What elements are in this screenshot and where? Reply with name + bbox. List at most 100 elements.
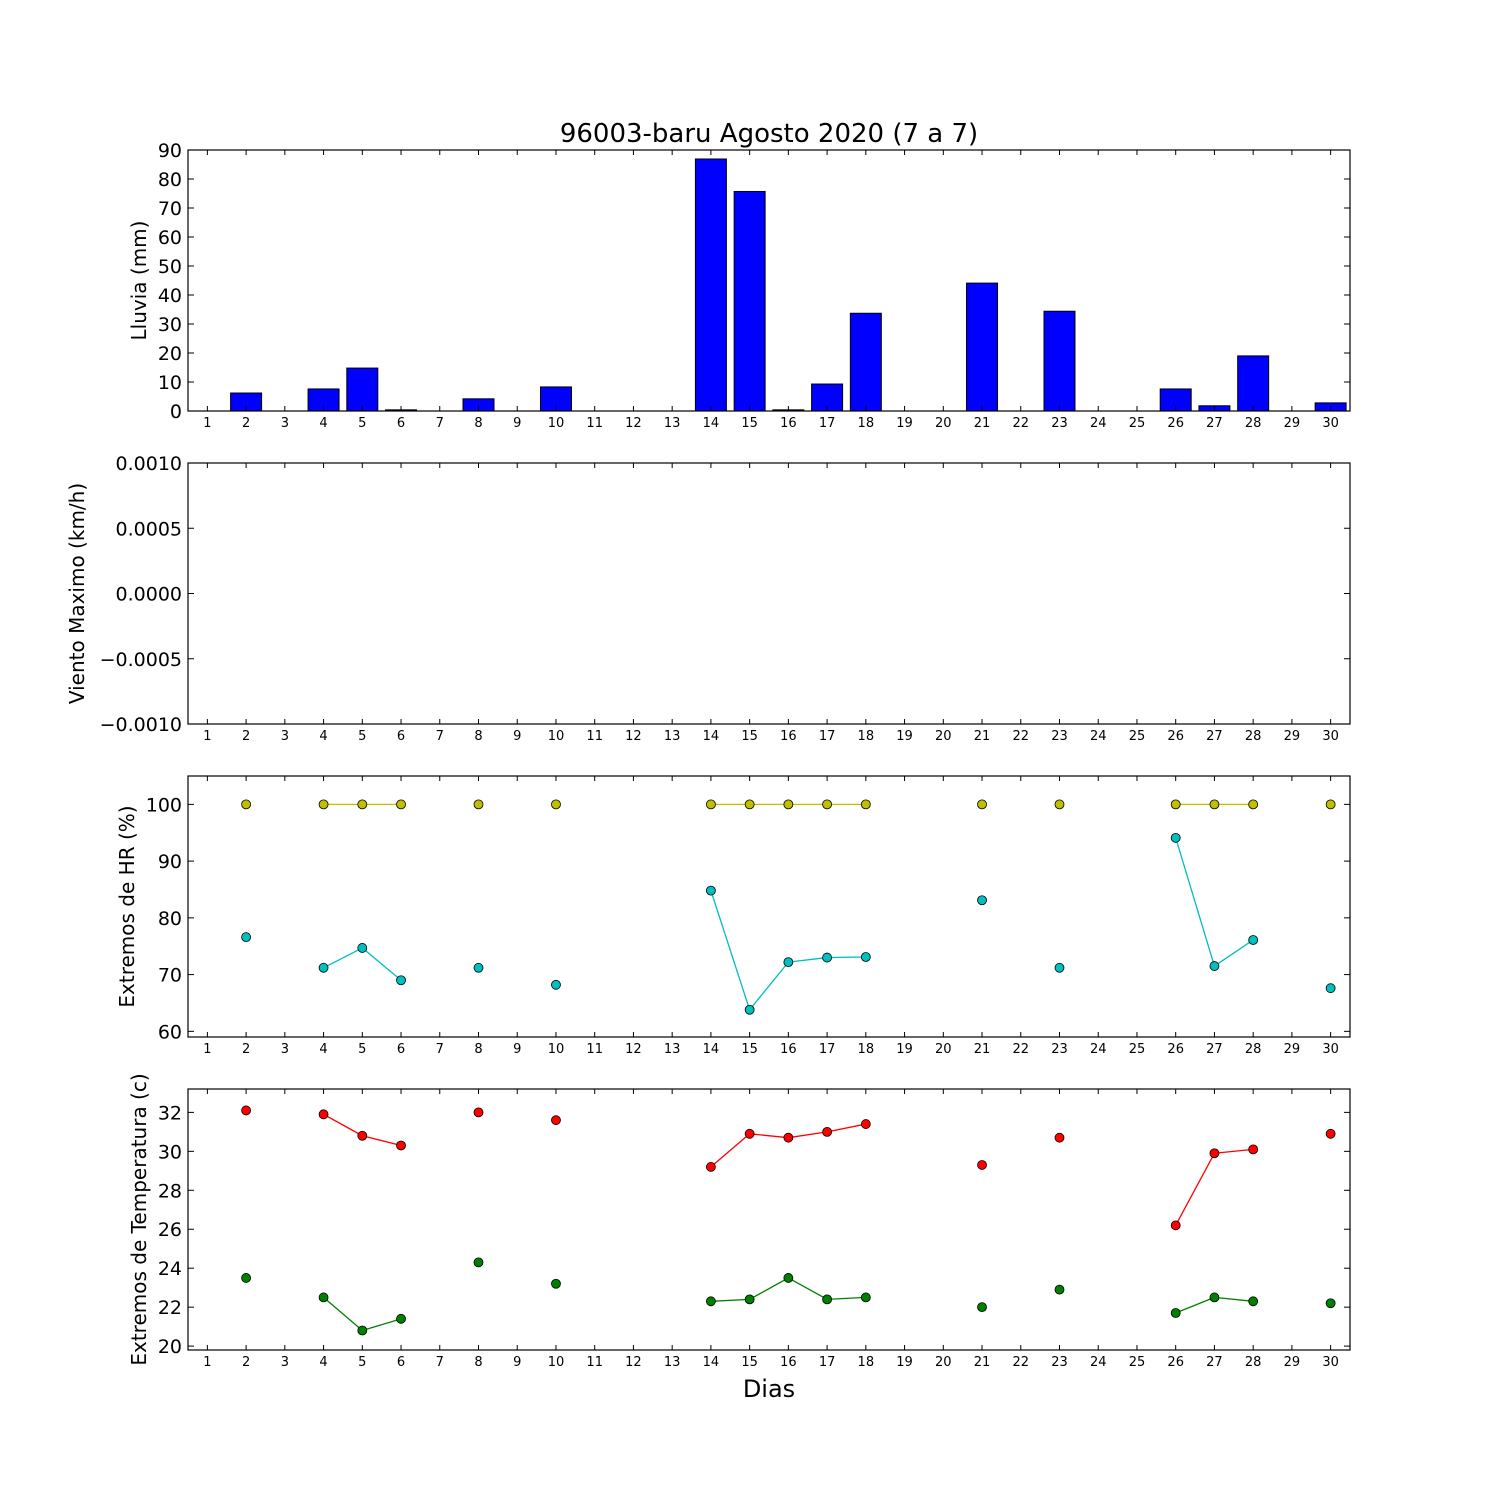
x-tick-label: 16 [780,1042,797,1057]
data-point [706,1296,716,1307]
x-tick-label: 15 [741,1042,758,1057]
series-line-segment [323,947,363,969]
x-tick-label: 6 [397,1042,405,1057]
x-tick-label: 26 [1167,416,1184,431]
x-tick-label: 8 [474,729,482,744]
y-tick-label: 10 [158,372,182,394]
x-tick-label: 15 [741,416,758,431]
data-point [396,1313,406,1324]
x-tick-label: 1 [203,1355,211,1370]
axes-frame [187,149,1351,412]
x-tick-label: 23 [1051,1355,1068,1370]
data-point [783,957,794,968]
data-point [396,975,406,986]
data-point [860,952,871,962]
x-tick-label: 6 [397,729,405,744]
x-tick-label: 28 [1245,729,1262,744]
y-tick-label: −0.0005 [100,649,182,671]
y-tick-label: 24 [158,1258,182,1280]
x-tick-label: 20 [935,416,952,431]
x-tick-label: 3 [281,1042,289,1057]
data-point [706,1162,716,1172]
x-tick-label: 3 [281,416,289,431]
data-point [241,932,252,943]
x-tick-label: 22 [1012,729,1029,744]
y-tick-label: 100 [146,794,182,816]
y-tick-label: 70 [158,965,182,987]
series-line-segment [788,1131,828,1139]
x-tick-label: 22 [1012,416,1029,431]
data-point [1170,832,1181,843]
data-point [1248,1144,1259,1155]
x-tick-label: 14 [703,1355,720,1370]
x-tick-label: 30 [1322,416,1339,431]
x-tick-label: 17 [819,729,836,744]
x-tick-label: 17 [819,416,836,431]
series-line-segment [323,1113,363,1137]
data-point [860,1119,871,1129]
data-point [1054,1132,1065,1143]
x-tick-label: 3 [281,1355,289,1370]
data-point [241,1273,252,1283]
y-axis-label: Lluvia (mm) [127,221,151,341]
data-point [1054,799,1065,810]
x-tick-label: 5 [358,1355,366,1370]
x-tick-label: 27 [1206,416,1223,431]
x-tick-label: 23 [1051,729,1068,744]
data-point [241,1105,252,1116]
x-tick-label: 30 [1322,729,1339,744]
x-tick-label: 24 [1090,729,1107,744]
x-tick-label: 7 [436,1355,444,1370]
x-tick-label: 12 [625,1355,642,1370]
series-line-segment [749,961,789,1011]
x-tick-label: 1 [203,416,211,431]
y-tick-label: 30 [158,314,182,336]
x-tick-label: 13 [664,416,681,431]
series-line-segment [362,1135,402,1147]
y-tick-label: 30 [158,1141,182,1163]
data-point [1170,799,1181,810]
x-tick-label: 13 [664,1042,681,1057]
series-line-segment [323,1296,363,1332]
series-line-segment [1175,1296,1215,1314]
x-tick-label: 4 [319,1355,327,1370]
data-point [1170,1220,1181,1231]
x-tick-label: 23 [1051,416,1068,431]
x-tick-label: 3 [281,729,289,744]
data-point [822,952,832,963]
x-tick-label: 28 [1245,416,1262,431]
x-tick-label: 18 [858,729,875,744]
x-tick-label: 15 [741,1355,758,1370]
data-point [977,895,987,906]
bar [733,190,766,412]
x-tick-label: 22 [1012,1042,1029,1057]
x-tick-label: 18 [858,1355,875,1370]
data-point [822,1126,832,1137]
series-line-segment [1175,1152,1216,1226]
x-tick-label: 8 [474,416,482,431]
y-tick-label: 50 [158,256,182,278]
data-point [977,799,987,810]
x-axis-label: Dias [743,1375,795,1403]
y-tick-label: 0 [170,401,182,423]
x-tick-label: 29 [1284,1355,1301,1370]
data-point [551,799,561,810]
x-tick-label: 28 [1245,1042,1262,1057]
data-point [706,799,716,810]
x-tick-label: 4 [319,416,327,431]
x-tick-label: 25 [1129,416,1146,431]
series-line-segment [827,956,866,959]
data-point [1209,799,1220,810]
data-point [744,1004,755,1015]
x-tick-label: 19 [896,729,913,744]
data-point [1170,1308,1181,1318]
x-tick-label: 29 [1284,416,1301,431]
data-point [1248,935,1259,945]
y-tick-label: 90 [158,851,182,873]
x-tick-label: 5 [358,1042,366,1057]
data-point [783,799,794,810]
data-point [318,962,329,973]
data-point [977,1302,987,1313]
x-tick-label: 24 [1090,1042,1107,1057]
